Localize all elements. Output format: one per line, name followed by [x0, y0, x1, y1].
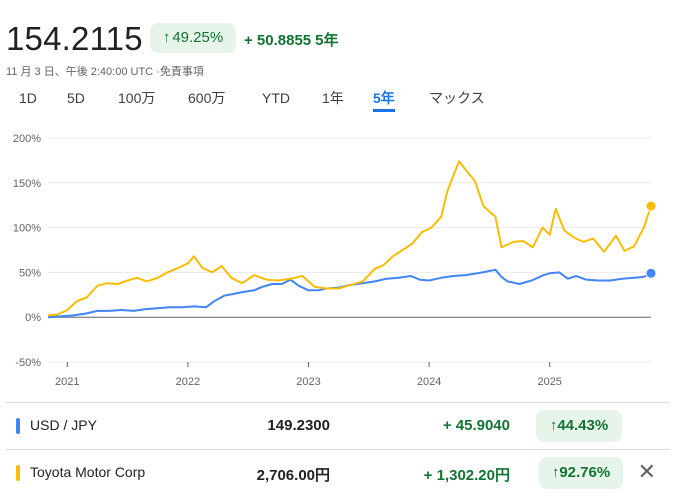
timestamp-disclaimer[interactable]: 11 月 3 日、午後 2:40:00 UTC ·免責事項 — [6, 66, 204, 78]
series-line-1 — [47, 160, 652, 317]
x-tick-label: 2024 — [417, 376, 441, 388]
range-tabs: 1D 5D 100万 600万 YTD 1年 5年 マックス — [0, 88, 682, 112]
tab-5y[interactable]: 5年 — [373, 88, 395, 112]
series-value: 149.2300 — [267, 417, 330, 434]
tab-max[interactable]: マックス — [429, 90, 485, 106]
arrow-up-icon: ↑ — [162, 29, 171, 46]
y-tick-label: 150% — [13, 178, 41, 190]
tab-1d[interactable]: 1D — [19, 90, 37, 106]
percent-change-badge: ↑ 49.25% — [150, 23, 236, 53]
legend-row-usdjpy[interactable]: USD / JPY 149.2300 + 45.9040 ↑44.43% — [6, 402, 670, 448]
legend-row-toyota[interactable]: Toyota Motor Corp 2,706.00円 + 1,302.20円 … — [6, 449, 670, 495]
y-tick-label: 200% — [13, 133, 41, 145]
y-tick-label: 100% — [13, 223, 41, 235]
series-swatch — [16, 418, 20, 434]
series-percent-badge: ↑44.43% — [536, 410, 622, 442]
y-tick-label: 0% — [25, 312, 41, 324]
series-percent-badge: ↑92.76% — [539, 457, 623, 489]
series-percent: 92.76% — [559, 464, 611, 481]
tab-6m[interactable]: 600万 — [188, 90, 226, 106]
x-tick-label: 2025 — [537, 376, 561, 388]
arrow-up-icon: ↑ — [549, 417, 558, 434]
arrow-up-icon: ↑ — [551, 464, 560, 481]
chart-area[interactable]: -50% 0% 50% 100% 150% 200% 2021 2022 2023 2024 202… — [0, 124, 682, 394]
y-tick-label: 50% — [19, 267, 41, 279]
change-period: 5年 — [315, 32, 339, 49]
absolute-change: + 50.8855 5年 — [244, 29, 339, 50]
x-tick-label: 2022 — [176, 376, 200, 388]
series-change: + 45.9040 — [442, 417, 510, 434]
series-name: Toyota Motor Corp — [30, 464, 146, 480]
series-percent: 44.43% — [557, 417, 609, 434]
series-swatch — [16, 465, 20, 481]
tab-ytd[interactable]: YTD — [262, 90, 290, 106]
tab-5d[interactable]: 5D — [67, 90, 85, 106]
series-name: USD / JPY — [30, 417, 97, 433]
x-tick-label: 2023 — [296, 376, 320, 388]
series-line-0 — [47, 268, 652, 319]
y-tick-label: -50% — [15, 357, 41, 369]
series-change: + 1,302.20円 — [423, 467, 510, 484]
close-icon[interactable]: ✕ — [637, 459, 656, 484]
percent-change-value: 49.25% — [172, 29, 224, 46]
tab-1y[interactable]: 1年 — [322, 90, 344, 106]
current-price: 154.2115 — [6, 20, 143, 57]
series-endpoint-0 — [645, 267, 657, 279]
tab-1m[interactable]: 100万 — [118, 90, 156, 106]
absolute-change-value: + 50.8855 — [244, 32, 312, 49]
x-tick-label: 2021 — [55, 376, 79, 388]
comparison-chart[interactable]: -50% 0% 50% 100% 150% 200% 2021 2022 2023 2024 202… — [0, 124, 682, 394]
series-endpoint-1 — [645, 200, 657, 212]
series-value: 2,706.00円 — [256, 467, 330, 484]
